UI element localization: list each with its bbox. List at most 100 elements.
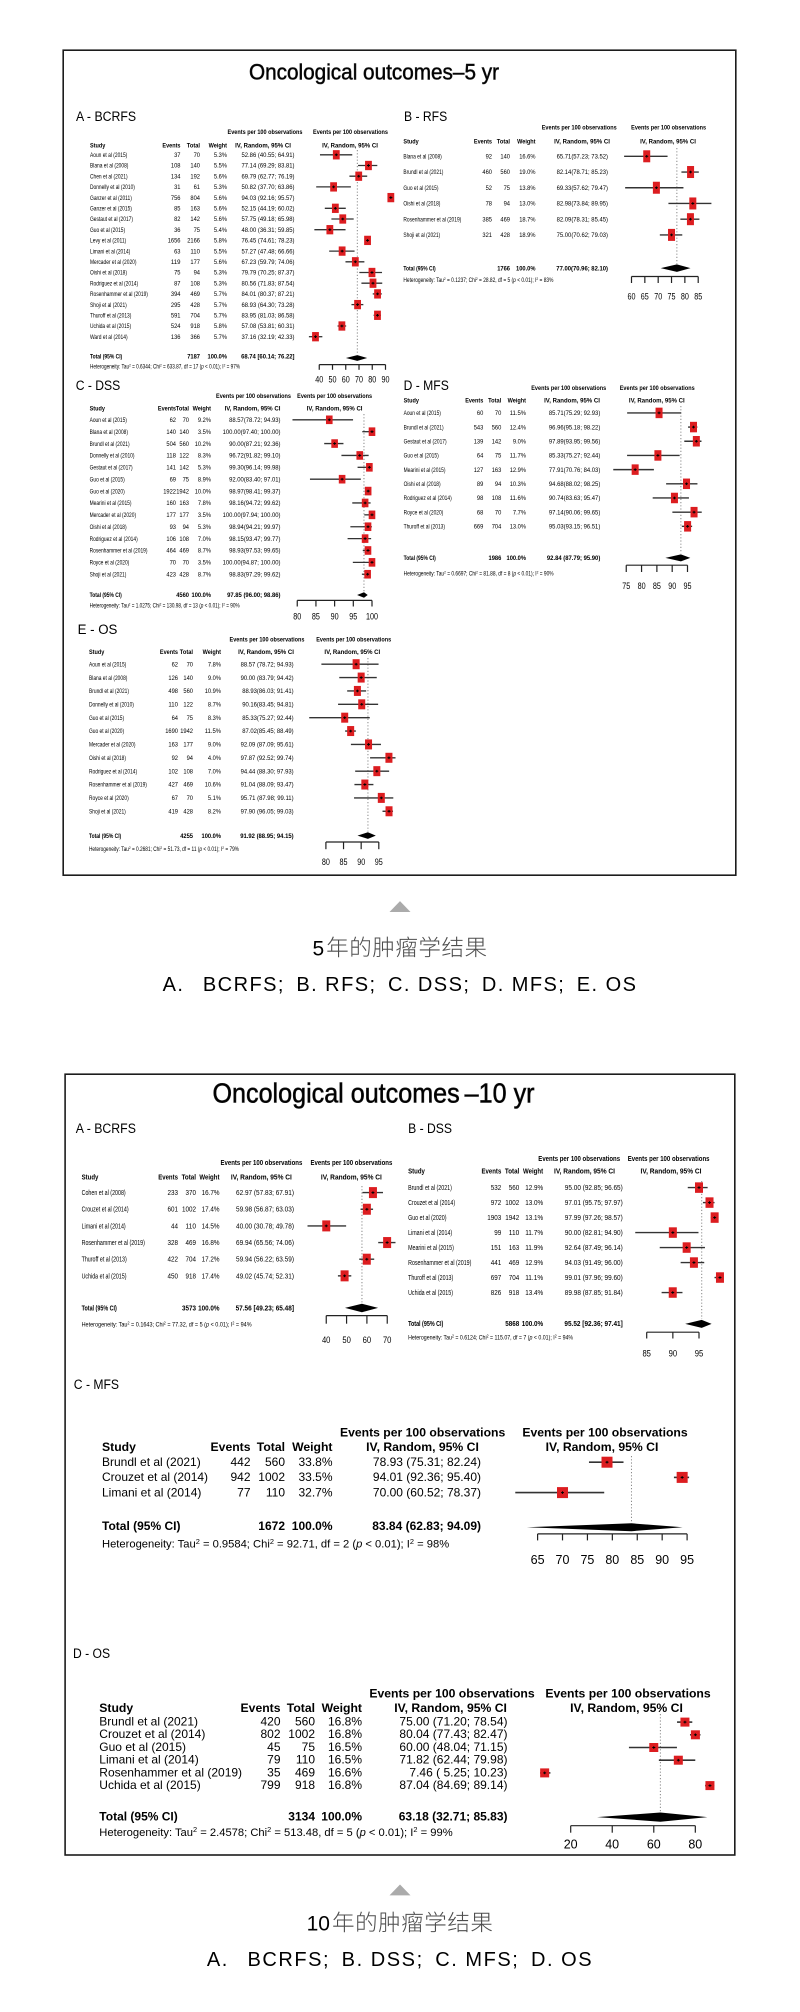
svg-text:99.01 (97.96; 99.60): 99.01 (97.96; 99.60) bbox=[565, 1275, 623, 1282]
svg-text:10.3%: 10.3% bbox=[510, 481, 527, 488]
svg-text:Total (95% CI): Total (95% CI) bbox=[99, 1810, 177, 1824]
svg-text:88.93(86.03; 91.41): 88.93(86.03; 91.41) bbox=[242, 688, 293, 695]
svg-text:Aoun et al (2015): Aoun et al (2015) bbox=[90, 417, 127, 424]
svg-text:70: 70 bbox=[495, 509, 502, 516]
svg-text:Brundl et al (2021): Brundl et al (2021) bbox=[102, 1455, 201, 1469]
svg-text:Weight: Weight bbox=[523, 1167, 544, 1175]
svg-text:Uchida et al (2015): Uchida et al (2015) bbox=[408, 1290, 453, 1297]
svg-text:Crouzet et al (2014): Crouzet et al (2014) bbox=[82, 1207, 129, 1214]
svg-text:10.9%: 10.9% bbox=[205, 688, 222, 695]
svg-text:Total: Total bbox=[488, 398, 501, 405]
svg-text:70: 70 bbox=[654, 292, 662, 302]
svg-text:75.00(70.62; 79.03): 75.00(70.62; 79.03) bbox=[557, 232, 608, 239]
svg-text:385: 385 bbox=[482, 216, 492, 223]
svg-text:Oncological outcomes–5 yr: Oncological outcomes–5 yr bbox=[249, 60, 499, 85]
svg-text:37: 37 bbox=[174, 152, 181, 159]
svg-text:Shoji et al (2021): Shoji et al (2021) bbox=[90, 302, 127, 309]
svg-text:Events per 100 observations: Events per 100 observations bbox=[216, 393, 291, 400]
svg-text:92: 92 bbox=[486, 154, 493, 161]
svg-text:Events per 100 observations: Events per 100 observations bbox=[620, 385, 695, 392]
svg-text:Study: Study bbox=[90, 142, 106, 149]
svg-text:IV, Random, 95% CI: IV, Random, 95% CI bbox=[629, 398, 685, 405]
svg-text:57.27 (47.48; 66.66): 57.27 (47.48; 66.66) bbox=[242, 248, 295, 255]
svg-text:Guo et al (2015): Guo et al (2015) bbox=[404, 453, 439, 460]
svg-text:697: 697 bbox=[491, 1275, 502, 1282]
svg-text:82.98(73.84; 89.95): 82.98(73.84; 89.95) bbox=[557, 201, 608, 208]
svg-text:95: 95 bbox=[680, 1553, 694, 1567]
svg-text:IV, Random, 95% CI: IV, Random, 95% CI bbox=[322, 142, 378, 149]
svg-text:5.3%: 5.3% bbox=[198, 465, 211, 472]
svg-text:Total: Total bbox=[287, 1701, 315, 1715]
svg-text:8.9%: 8.9% bbox=[198, 476, 211, 483]
svg-text:Events: Events bbox=[158, 406, 176, 413]
svg-text:IV, Random, 95% CI: IV, Random, 95% CI bbox=[394, 1701, 507, 1715]
svg-text:84.01 (80.37; 87.21): 84.01 (80.37; 87.21) bbox=[242, 291, 295, 298]
svg-text:5.6%: 5.6% bbox=[214, 259, 227, 266]
svg-text:134: 134 bbox=[171, 173, 181, 180]
svg-text:90.16(83.45; 94.81): 90.16(83.45; 94.81) bbox=[242, 702, 293, 709]
svg-text:Weight: Weight bbox=[193, 406, 212, 413]
svg-text:110: 110 bbox=[266, 1485, 285, 1499]
svg-text:Total: Total bbox=[505, 1167, 519, 1175]
svg-text:88.57(78.72; 94.93): 88.57(78.72; 94.93) bbox=[229, 417, 280, 424]
svg-text:11.5%: 11.5% bbox=[205, 728, 222, 735]
svg-text:83.84 (62.83; 94.09): 83.84 (62.83; 94.09) bbox=[372, 1519, 481, 1533]
svg-text:IV, Random, 95% CI: IV, Random, 95% CI bbox=[544, 398, 600, 405]
svg-text:13.4%: 13.4% bbox=[525, 1290, 543, 1297]
svg-text:122: 122 bbox=[179, 453, 189, 460]
svg-text:63: 63 bbox=[174, 248, 181, 255]
svg-text:5.6%: 5.6% bbox=[214, 206, 227, 213]
svg-text:90: 90 bbox=[668, 581, 676, 591]
svg-text:1903: 1903 bbox=[487, 1215, 501, 1222]
svg-text:D - OS: D - OS bbox=[73, 1646, 110, 1661]
svg-text:163: 163 bbox=[179, 500, 189, 507]
svg-text:16.8%: 16.8% bbox=[328, 1715, 362, 1729]
svg-text:918: 918 bbox=[186, 1273, 197, 1280]
svg-text:75: 75 bbox=[194, 227, 201, 234]
svg-text:95.03(93.15; 96.51): 95.03(93.15; 96.51) bbox=[549, 524, 600, 531]
svg-text:Uchida et al (2015): Uchida et al (2015) bbox=[90, 323, 131, 330]
svg-text:Aoun et al (2015): Aoun et al (2015) bbox=[90, 152, 127, 159]
svg-text:Rosenhammer et al (2019): Rosenhammer et al (2019) bbox=[99, 1765, 242, 1779]
svg-text:1002: 1002 bbox=[258, 1470, 285, 1484]
svg-text:65: 65 bbox=[531, 1553, 545, 1567]
svg-text:94.44 (88.30; 97.93): 94.44 (88.30; 97.93) bbox=[241, 768, 294, 775]
svg-text:16.5%: 16.5% bbox=[328, 1740, 362, 1754]
svg-text:Mearini et al (2015): Mearini et al (2015) bbox=[404, 467, 446, 474]
svg-text:1002: 1002 bbox=[505, 1200, 519, 1207]
svg-text:560: 560 bbox=[179, 441, 189, 448]
svg-text:5.5%: 5.5% bbox=[214, 248, 227, 255]
svg-text:469: 469 bbox=[186, 1240, 197, 1247]
svg-text:100.0%: 100.0% bbox=[192, 592, 212, 599]
svg-text:Events per 100 observations: Events per 100 observations bbox=[538, 1155, 620, 1163]
svg-text:11.6%: 11.6% bbox=[510, 495, 527, 502]
svg-text:Limani et al (2014): Limani et al (2014) bbox=[99, 1753, 198, 1767]
svg-text:1942: 1942 bbox=[505, 1215, 519, 1222]
svg-text:77.00(70.96; 82.10): 77.00(70.96; 82.10) bbox=[556, 266, 608, 273]
svg-text:90.74(83.63; 95.47): 90.74(83.63; 95.47) bbox=[549, 495, 600, 502]
svg-text:Heterogeneity: Tau2 = 0.6344;: Heterogeneity: Tau2 = 0.6344; Chi2 = 633… bbox=[90, 363, 241, 371]
svg-text:5.7%: 5.7% bbox=[214, 334, 227, 341]
svg-text:442: 442 bbox=[230, 1455, 250, 1469]
svg-text:Total: Total bbox=[187, 142, 200, 149]
svg-text:1002: 1002 bbox=[288, 1727, 315, 1741]
svg-text:560: 560 bbox=[183, 688, 193, 695]
svg-text:33.8%: 33.8% bbox=[298, 1455, 332, 1469]
svg-text:92.00(83.40; 97.01): 92.00(83.40; 97.01) bbox=[229, 476, 280, 483]
svg-text:80.04 (77.43; 82.47): 80.04 (77.43; 82.47) bbox=[399, 1727, 507, 1741]
svg-text:90: 90 bbox=[382, 375, 390, 385]
svg-text:88.57 (78.72; 94.93): 88.57 (78.72; 94.93) bbox=[241, 661, 294, 668]
svg-text:52.15 (44.19; 60.02): 52.15 (44.19; 60.02) bbox=[242, 206, 295, 213]
svg-text:704: 704 bbox=[492, 524, 502, 531]
svg-text:16.8%: 16.8% bbox=[202, 1240, 220, 1247]
svg-text:36: 36 bbox=[174, 227, 181, 234]
svg-text:85.33(75.27; 92.44): 85.33(75.27; 92.44) bbox=[242, 715, 293, 722]
svg-text:Study: Study bbox=[90, 406, 106, 413]
svg-text:92: 92 bbox=[172, 755, 179, 762]
svg-text:Total: Total bbox=[176, 406, 189, 413]
svg-text:110: 110 bbox=[186, 1223, 197, 1230]
svg-text:119: 119 bbox=[171, 259, 181, 266]
svg-text:Rosenhammer et al (2019): Rosenhammer et al (2019) bbox=[408, 1260, 471, 1267]
svg-text:IV, Random, 95% CI: IV, Random, 95% CI bbox=[307, 406, 363, 413]
svg-text:85: 85 bbox=[312, 612, 320, 622]
